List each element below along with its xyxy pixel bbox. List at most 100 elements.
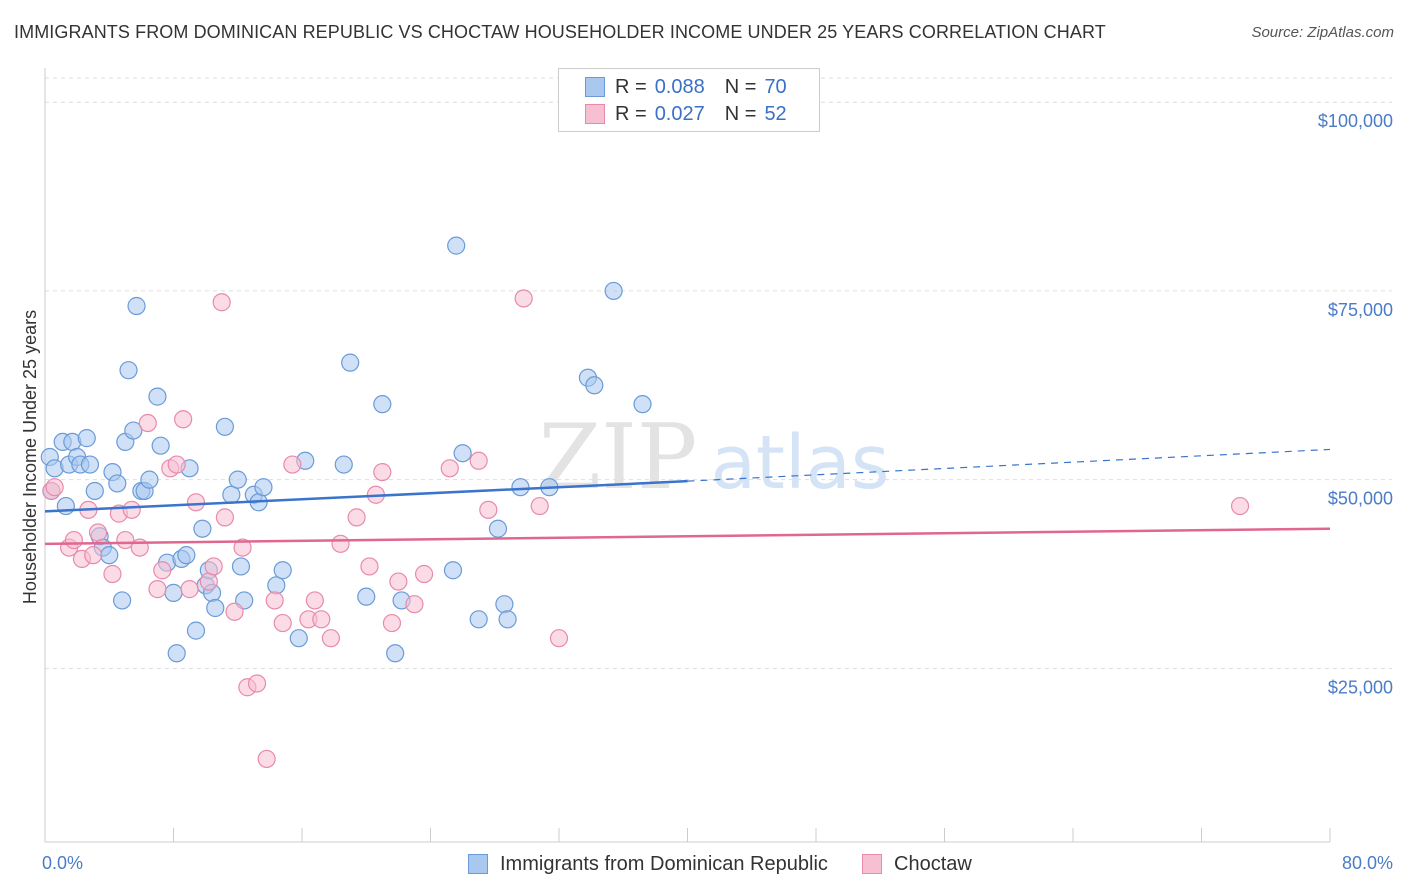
- y-tick-label: $25,000: [1328, 677, 1393, 697]
- point-dominican: [488, 519, 508, 538]
- point-dominican: [215, 417, 234, 436]
- point-choctaw: [199, 572, 218, 591]
- legend-n-value: 52: [764, 102, 787, 125]
- data-points: [40, 236, 1250, 769]
- point-choctaw: [174, 410, 193, 429]
- point-dominican: [124, 421, 143, 440]
- point-dominican: [267, 576, 286, 595]
- point-choctaw: [305, 591, 324, 610]
- point-dominican: [511, 478, 530, 497]
- point-choctaw: [122, 500, 141, 519]
- legend-r-value: 0.027: [654, 102, 705, 125]
- legend-n-key: N =: [724, 102, 757, 125]
- point-choctaw: [414, 564, 434, 584]
- point-choctaw: [265, 591, 284, 610]
- watermark-atlas: atlas: [711, 420, 890, 506]
- point-choctaw: [116, 530, 135, 550]
- point-dominican: [222, 485, 241, 504]
- point-dominican: [469, 610, 488, 629]
- series-label-choctaw: Choctaw: [894, 852, 972, 875]
- point-dominican: [273, 561, 292, 580]
- legend-n-key: N =: [724, 75, 757, 98]
- legend-n-value: 70: [764, 75, 787, 98]
- point-dominican: [254, 478, 273, 497]
- point-dominican: [453, 444, 472, 463]
- point-choctaw: [530, 496, 549, 516]
- point-choctaw: [167, 455, 186, 474]
- point-choctaw: [103, 564, 122, 584]
- point-choctaw: [88, 523, 108, 542]
- legend-r-key: R =: [615, 75, 647, 98]
- y-axis-label: Householder Income Under 25 years: [20, 310, 40, 604]
- point-dominican: [151, 436, 170, 455]
- point-dominican: [447, 236, 466, 255]
- point-choctaw: [347, 508, 366, 527]
- point-choctaw: [212, 293, 231, 312]
- point-dominican: [112, 591, 132, 610]
- point-choctaw: [64, 530, 84, 550]
- series-swatch-blue: [468, 854, 488, 874]
- point-dominican: [100, 546, 119, 565]
- trend-lines: [44, 448, 1331, 546]
- point-dominican: [167, 644, 186, 663]
- trend-line-dominican: [44, 479, 688, 513]
- point-dominican: [228, 470, 247, 489]
- point-dominican: [495, 595, 514, 614]
- point-dominican: [140, 470, 159, 489]
- point-dominican: [585, 376, 604, 395]
- point-choctaw: [186, 493, 206, 512]
- point-choctaw: [469, 451, 488, 470]
- legend-r-value: 0.088: [654, 75, 705, 98]
- series-legend-choctaw: Choctaw: [862, 852, 972, 876]
- point-choctaw: [312, 610, 331, 629]
- point-dominican: [85, 481, 104, 501]
- legend-row-choctaw: R = 0.027 N = 52: [585, 102, 787, 126]
- point-choctaw: [247, 674, 267, 693]
- point-dominican: [498, 610, 517, 629]
- point-dominican: [148, 387, 167, 406]
- point-dominican: [373, 395, 392, 414]
- point-dominican: [108, 474, 127, 493]
- point-dominican: [177, 546, 196, 565]
- source-credit: Source: ZipAtlas.com: [1251, 24, 1394, 41]
- trend-line-dominican-projection: [687, 448, 1331, 482]
- watermark: ZIP atlas: [539, 405, 890, 510]
- point-dominican: [119, 361, 138, 380]
- point-dominican: [77, 429, 96, 448]
- point-choctaw: [233, 538, 252, 557]
- point-dominican: [357, 587, 376, 606]
- point-choctaw: [225, 602, 244, 621]
- series-swatch-pink: [862, 854, 882, 874]
- chart-title: IMMIGRANTS FROM DOMINICAN REPUBLIC VS CH…: [14, 22, 1106, 42]
- point-choctaw: [440, 459, 459, 478]
- point-choctaw: [215, 508, 234, 527]
- legend-r-key: R =: [615, 102, 647, 125]
- point-dominican: [386, 644, 405, 663]
- point-dominican: [206, 598, 225, 618]
- point-choctaw: [321, 629, 341, 648]
- point-choctaw: [257, 749, 276, 769]
- point-choctaw: [153, 561, 172, 580]
- point-dominican: [127, 296, 146, 316]
- point-dominican: [443, 561, 463, 580]
- point-choctaw: [204, 557, 223, 576]
- point-dominican: [164, 583, 183, 602]
- point-dominican: [341, 353, 360, 372]
- point-choctaw: [479, 500, 498, 519]
- point-choctaw: [331, 534, 350, 553]
- correlation-legend: R = 0.088 N = 70 R = 0.027 N = 52: [558, 68, 820, 132]
- trend-line-choctaw: [44, 527, 1331, 546]
- grid-lines: [45, 77, 1392, 669]
- point-choctaw: [180, 580, 199, 599]
- point-dominican: [334, 455, 353, 474]
- point-choctaw: [283, 455, 302, 474]
- y-tick-label: $75,000: [1328, 300, 1393, 320]
- point-choctaw: [360, 557, 379, 576]
- point-dominican: [186, 621, 206, 640]
- point-choctaw: [84, 546, 103, 565]
- point-choctaw: [1230, 496, 1250, 516]
- axis-labels: $25,000 $50,000 $75,000 $100,000 0.0% 80.0% Ho…: [20, 111, 1393, 873]
- point-dominican: [56, 496, 75, 516]
- point-choctaw: [45, 478, 64, 497]
